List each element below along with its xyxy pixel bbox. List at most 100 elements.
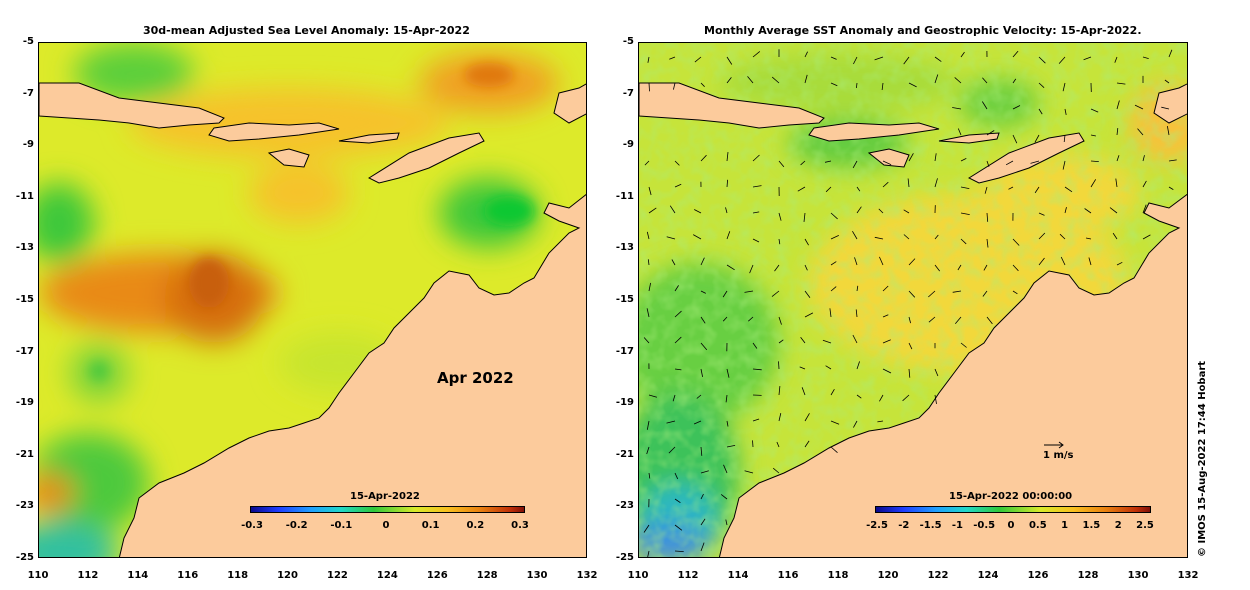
velocity-vector (1008, 186, 1014, 190)
velocity-vector (778, 339, 784, 344)
velocity-vector (752, 368, 762, 371)
velocity-vector (825, 186, 832, 193)
lat-tick-label: -15 (615, 294, 634, 305)
lat-tick-label: -11 (15, 190, 34, 202)
velocity-vector (643, 524, 650, 533)
velocity-vector (907, 178, 910, 188)
colorbar-tick-label: 0 (382, 520, 390, 531)
velocity-vector (726, 231, 731, 240)
velocity-vector (752, 440, 754, 448)
velocity-vector (928, 290, 936, 298)
velocity-vector (1012, 290, 1018, 295)
velocity-vector (797, 186, 806, 192)
right-colorbar-title: 15-Apr-2022 00:00:00 (949, 491, 1073, 502)
velocity-vector (908, 316, 911, 324)
velocity-vector (881, 82, 884, 91)
velocity-vector (830, 286, 837, 292)
velocity-vector (986, 316, 993, 325)
velocity-vector (673, 82, 676, 90)
right-colorbar (875, 506, 1151, 513)
velocity-vector (726, 445, 736, 448)
velocity-vector (825, 365, 832, 370)
velocity-vector (1064, 186, 1073, 193)
velocity-vector (1168, 159, 1177, 162)
velocity-vector (726, 420, 729, 427)
right-panel-title: Monthly Average SST Anomaly and Geostrop… (704, 24, 1142, 37)
velocity-vector (804, 51, 808, 58)
velocity-vector (830, 446, 838, 454)
left-colorbar (250, 506, 525, 513)
velocity-vector (752, 342, 758, 349)
lat-tick-label: -25 (15, 552, 34, 563)
velocity-vector (744, 470, 754, 474)
velocity-vector (752, 418, 760, 422)
velocity-vector (1116, 155, 1120, 162)
lat-tick-label: -21 (15, 448, 34, 460)
velocity-vector (1168, 186, 1174, 190)
lat-tick-label: -13 (15, 242, 34, 254)
velocity-vector (983, 264, 988, 271)
velocity-vector (856, 82, 858, 89)
velocity-vector (1064, 108, 1067, 115)
lon-tick-label: 116 (177, 570, 199, 581)
velocity-vector (960, 51, 965, 58)
velocity-vector (1161, 106, 1170, 110)
lon-tick-label: 112 (77, 570, 99, 581)
velocity-vector (934, 178, 938, 188)
velocity-vector (1134, 104, 1144, 110)
velocity-vector (1059, 233, 1066, 240)
lon-tick-label: 112 (677, 570, 699, 581)
lon-tick-label: 122 (327, 570, 348, 581)
velocity-vector (726, 368, 730, 378)
velocity-vector (986, 160, 990, 167)
velocity-vector (879, 256, 884, 266)
colorbar-tick-label: -0.2 (285, 520, 308, 531)
velocity-vector (646, 446, 650, 455)
lat-tick-label: -17 (615, 345, 634, 357)
velocity-vector (908, 82, 917, 88)
colorbar-tick-label: -0.3 (241, 520, 263, 531)
velocity-vector (1116, 100, 1120, 110)
velocity-vector (934, 368, 939, 377)
velocity-vector (954, 77, 962, 84)
velocity-vector (1012, 50, 1019, 58)
lon-tick-label: 114 (727, 570, 749, 581)
velocity-vector (830, 420, 840, 425)
velocity-vector (647, 550, 650, 557)
velocity-vector (824, 160, 832, 163)
velocity-vector (700, 290, 706, 294)
velocity-vector (1012, 264, 1019, 272)
lat-tick-label: -21 (615, 448, 634, 460)
velocity-vector (908, 258, 916, 266)
lat-tick-label: -7 (22, 87, 34, 99)
velocity-vector (700, 316, 706, 324)
velocity-vector (696, 394, 702, 399)
velocity-vector (672, 394, 676, 402)
velocity-vector (799, 366, 806, 370)
velocity-vector (1085, 237, 1092, 240)
velocity-vector (668, 446, 676, 454)
velocity-vector (771, 76, 780, 84)
velocity-vector (752, 238, 760, 243)
velocity-vector (700, 493, 704, 500)
velocity-vector (1164, 79, 1170, 84)
velocity-vector (1038, 82, 1045, 88)
velocity-vector (952, 290, 962, 293)
velocity-vector (801, 387, 806, 396)
velocity-vector (856, 285, 859, 292)
velocity-vector (694, 209, 702, 214)
velocity-vector (778, 316, 782, 325)
lon-tick-label: 110 (627, 570, 649, 581)
velocity-vector (882, 368, 892, 374)
lon-tick-label: 130 (526, 570, 548, 581)
velocity-vector (722, 316, 728, 322)
velocity-vector (853, 56, 858, 65)
velocity-vector (726, 152, 729, 162)
velocity-vector (982, 77, 988, 84)
velocity-vector (671, 259, 676, 266)
velocity-vector (908, 290, 916, 298)
velocity-vector (748, 316, 754, 322)
velocity-vector (829, 308, 832, 318)
velocity-vector (804, 440, 810, 448)
velocity-vector (725, 207, 728, 214)
